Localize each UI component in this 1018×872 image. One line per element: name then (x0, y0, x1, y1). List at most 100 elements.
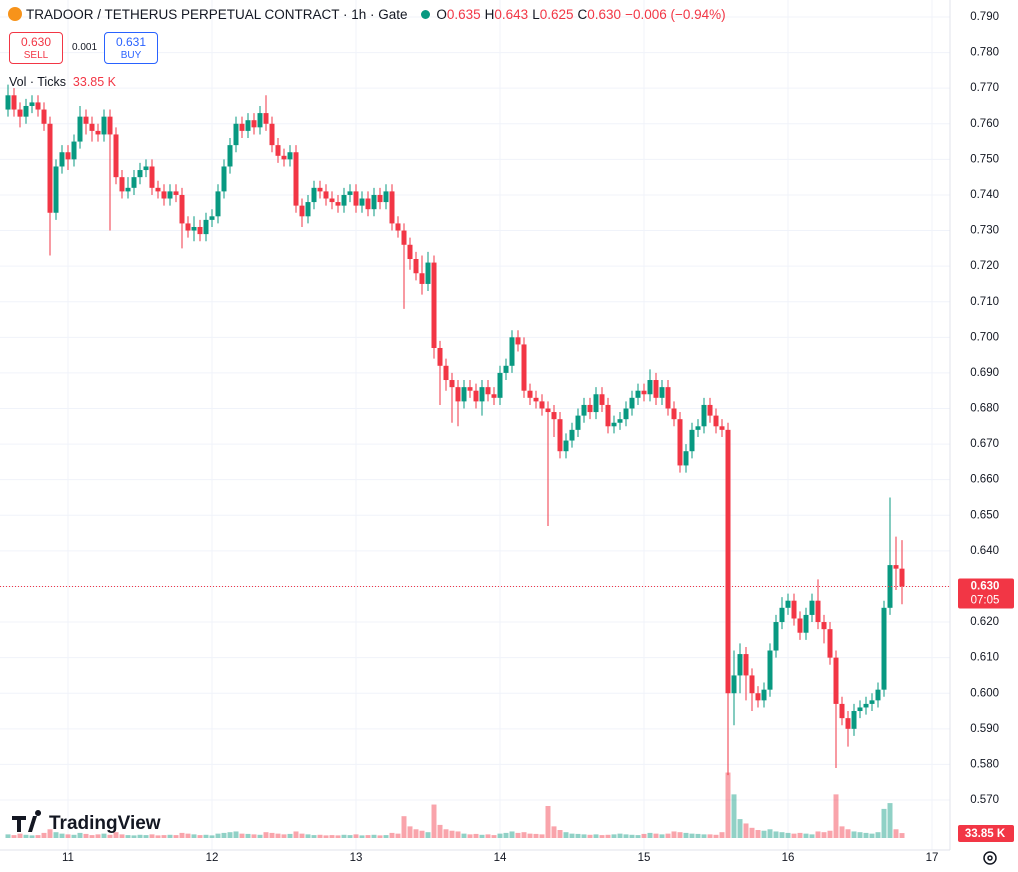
candle-body (377, 194, 383, 203)
candle-body (227, 145, 233, 167)
y-tick-label: 0.770 (970, 82, 999, 94)
volume-bar (263, 832, 269, 838)
buy-button[interactable]: 0.631 BUY (104, 32, 158, 64)
volume-bar (41, 832, 47, 838)
volume-bar (593, 834, 599, 838)
ohlc-value: 0.643 (494, 7, 529, 22)
volume-bar (857, 832, 863, 838)
volume-bar (893, 829, 899, 838)
y-tick-label: 0.660 (970, 474, 999, 486)
volume-bar (485, 834, 491, 838)
candle-body (653, 380, 659, 398)
candle-body (167, 191, 173, 199)
volume-bar (341, 834, 347, 838)
y-tick-label: 0.590 (970, 723, 999, 735)
volume-bar (107, 834, 113, 838)
candle-body (11, 95, 17, 110)
candle-body (101, 116, 107, 135)
candle-body (89, 123, 95, 131)
candle-body (503, 365, 509, 373)
candle-body (191, 226, 197, 231)
volume-legend-label: Vol · Ticks (9, 75, 66, 89)
candle-body (35, 102, 41, 110)
volume-bar (17, 833, 23, 838)
settings-icon[interactable] (983, 851, 997, 865)
candle-body (257, 113, 263, 128)
candle-body (845, 718, 851, 729)
candle-body (803, 614, 809, 633)
candle-body (629, 397, 635, 409)
volume-bar (845, 829, 851, 838)
volume-bar (653, 833, 659, 838)
volume-bar (659, 834, 665, 838)
volume-bar (683, 832, 689, 838)
candle-body (413, 259, 419, 274)
ohlc-value: 0.630 (587, 7, 622, 22)
candle-body (839, 703, 845, 719)
sell-button[interactable]: 0.630 SELL (9, 32, 63, 64)
volume-bar (623, 834, 629, 838)
candle-body (599, 394, 605, 405)
candle-body (893, 565, 899, 569)
volume-pane (5, 772, 905, 838)
candle-body (59, 152, 65, 167)
candle-body (821, 622, 827, 630)
candle-body (437, 347, 443, 366)
volume-bar (329, 835, 335, 838)
volume-bar (149, 834, 155, 838)
volume-bar (71, 834, 77, 838)
volume-bar (383, 835, 389, 838)
candle-body (881, 607, 887, 690)
symbol-title[interactable]: TRADOOR / TETHERUS PERPETUAL CONTRACT · … (26, 7, 408, 22)
volume-bar (737, 819, 743, 838)
y-tick-label: 0.710 (970, 296, 999, 308)
volume-bar (587, 834, 593, 838)
volume-bar (887, 803, 893, 838)
candle-body (77, 116, 83, 142)
candle-body (587, 404, 593, 413)
candle-body (83, 116, 89, 124)
candle-body (113, 134, 119, 178)
volume-bar (605, 834, 611, 838)
volume-bar (287, 833, 293, 838)
candle-body (251, 120, 257, 128)
y-tick-label: 0.690 (970, 367, 999, 379)
candle-body (131, 177, 137, 188)
volume-bar (35, 835, 41, 838)
volume-bar (575, 833, 581, 838)
candle-body (761, 689, 767, 701)
volume-bar (755, 830, 761, 838)
volume-bar (467, 834, 473, 838)
candle-body (287, 152, 293, 160)
y-tick-label: 0.780 (970, 47, 999, 59)
candle-body (833, 657, 839, 704)
candle-body (467, 387, 473, 391)
volume-bar (719, 832, 725, 838)
volume-bar (617, 833, 623, 838)
buy-label: BUY (120, 50, 142, 61)
candle-body (239, 123, 245, 131)
volume-bar (389, 832, 395, 838)
volume-bar (449, 830, 455, 838)
ohlc-key: L (532, 7, 540, 22)
y-tick-label: 0.750 (970, 153, 999, 165)
volume-bar (773, 831, 779, 838)
volume-bar (245, 833, 251, 838)
y-tick-label: 0.580 (970, 758, 999, 770)
volume-bar (833, 794, 839, 838)
volume-bar (779, 832, 785, 838)
volume-bar (95, 834, 101, 838)
candle-body (731, 675, 737, 694)
candle-body (671, 408, 677, 420)
candle-body (65, 152, 71, 160)
candle-body (707, 404, 713, 416)
candle-body (299, 205, 305, 217)
volume-bar (563, 832, 569, 838)
candle-body (407, 244, 413, 260)
candle-body (185, 223, 191, 231)
volume-bar (89, 835, 95, 838)
candle-body (485, 387, 491, 395)
volume-bar (137, 834, 143, 838)
candle-body (593, 394, 599, 413)
volume-bar (713, 834, 719, 838)
